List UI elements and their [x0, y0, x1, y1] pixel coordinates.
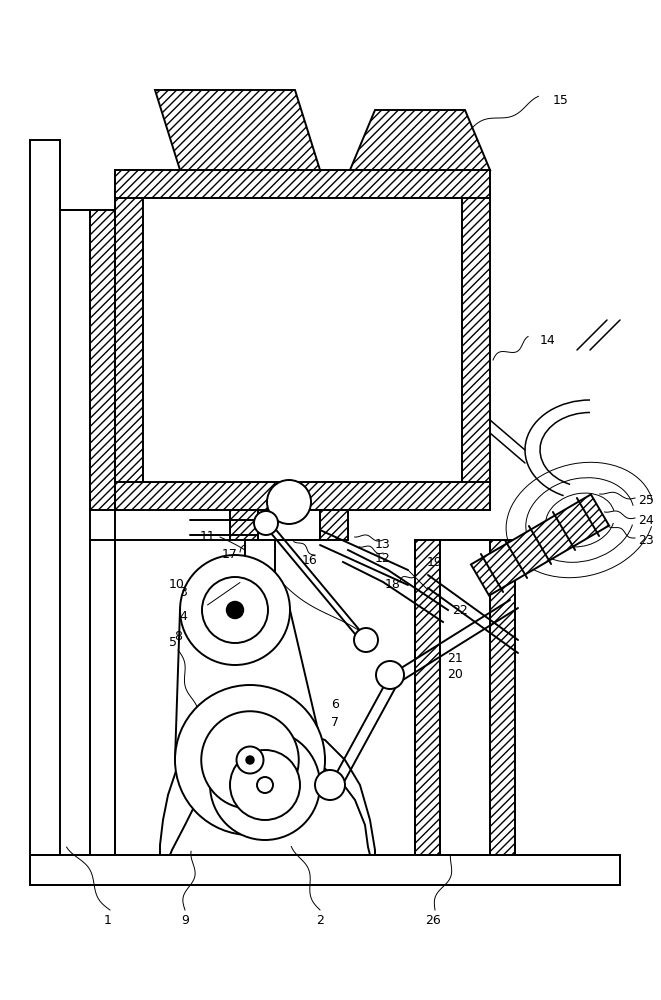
Bar [440, 540, 490, 855]
Text: 12: 12 [375, 552, 391, 564]
Circle shape [376, 661, 404, 689]
Polygon shape [155, 90, 320, 170]
Bar [115, 170, 490, 198]
Circle shape [180, 555, 290, 665]
Bar [30, 855, 620, 885]
Text: 22: 22 [452, 603, 468, 616]
Bar [490, 540, 515, 855]
Text: 26: 26 [425, 914, 441, 926]
Bar [415, 540, 440, 855]
Bar [230, 510, 258, 540]
Text: 25: 25 [638, 493, 654, 506]
Circle shape [315, 770, 345, 800]
Text: 20: 20 [447, 668, 463, 682]
Text: 8: 8 [174, 631, 182, 644]
Text: 15: 15 [553, 94, 569, 106]
Text: 16: 16 [302, 554, 318, 566]
Text: 7: 7 [331, 716, 339, 728]
Text: 21: 21 [447, 652, 463, 664]
Text: 17: 17 [222, 548, 238, 562]
Text: 13: 13 [375, 538, 391, 552]
Bar [258, 510, 320, 540]
Polygon shape [350, 110, 490, 170]
Circle shape [257, 777, 273, 793]
Text: 24: 24 [638, 514, 654, 526]
Text: 6: 6 [331, 698, 339, 712]
Text: 5: 5 [169, 636, 177, 648]
Circle shape [227, 602, 243, 618]
Text: 10: 10 [169, 578, 185, 591]
Bar [143, 198, 462, 482]
Bar [320, 510, 348, 540]
Bar [115, 170, 143, 510]
Text: 4: 4 [179, 610, 187, 624]
Text: 9: 9 [181, 914, 189, 926]
Polygon shape [160, 727, 375, 855]
Text: 2: 2 [316, 914, 324, 926]
Text: 18: 18 [385, 578, 401, 591]
Text: 19: 19 [427, 556, 443, 568]
Text: 23: 23 [638, 534, 654, 546]
Circle shape [354, 628, 378, 652]
Text: 11: 11 [200, 530, 216, 544]
Circle shape [175, 685, 325, 835]
Bar [462, 170, 490, 510]
Text: 3: 3 [179, 586, 187, 599]
Circle shape [202, 577, 268, 643]
Circle shape [210, 730, 320, 840]
Text: 14: 14 [540, 334, 556, 347]
Circle shape [230, 750, 300, 820]
Circle shape [247, 756, 254, 764]
Text: 1: 1 [104, 914, 112, 926]
Polygon shape [471, 494, 609, 596]
Circle shape [201, 711, 299, 809]
Bar [115, 482, 490, 510]
Bar [90, 210, 115, 510]
Bar [245, 540, 275, 575]
Circle shape [254, 511, 278, 535]
Circle shape [267, 480, 311, 524]
Circle shape [237, 746, 264, 774]
